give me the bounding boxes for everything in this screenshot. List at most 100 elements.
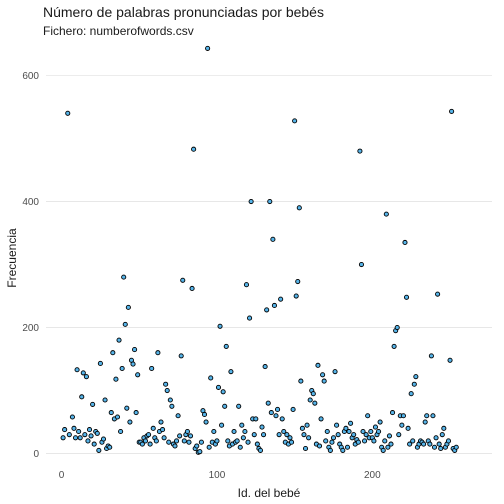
data-point — [410, 438, 416, 444]
data-point — [234, 438, 240, 444]
data-point — [290, 406, 296, 412]
data-point — [402, 239, 408, 246]
data-point — [265, 400, 271, 406]
data-point — [90, 401, 96, 407]
data-point — [385, 444, 391, 450]
data-point — [86, 427, 93, 433]
data-point — [177, 433, 183, 439]
data-point — [351, 432, 357, 438]
data-point — [186, 439, 192, 445]
data-point — [358, 261, 365, 268]
data-point — [251, 432, 257, 438]
data-point — [88, 433, 94, 439]
data-point — [163, 381, 169, 387]
data-point — [377, 419, 383, 425]
data-point — [122, 321, 128, 327]
data-point — [400, 413, 406, 419]
data-point — [332, 369, 338, 375]
data-point — [72, 435, 79, 441]
x-tick-label-200: 200 — [364, 470, 381, 481]
data-point — [315, 362, 321, 368]
y-axis-title: Frecuencia — [5, 228, 19, 288]
data-point — [355, 439, 361, 445]
data-point — [181, 438, 187, 444]
data-point — [372, 424, 378, 430]
data-point — [74, 367, 80, 373]
data-point — [334, 422, 340, 428]
data-point — [142, 438, 149, 444]
data-point — [310, 391, 316, 397]
data-point — [153, 438, 159, 444]
gridlines — [46, 75, 492, 454]
data-point — [301, 432, 307, 438]
data-point — [447, 357, 453, 363]
data-point — [85, 438, 91, 444]
data-point — [208, 375, 214, 381]
data-point — [424, 413, 430, 419]
data-point — [65, 110, 71, 116]
data-point — [391, 343, 397, 349]
data-point — [116, 337, 122, 343]
data-point — [267, 198, 273, 205]
data-point — [166, 439, 172, 445]
data-point — [169, 403, 175, 409]
data-point — [281, 428, 287, 435]
data-point — [380, 447, 386, 453]
data-point — [175, 413, 181, 419]
data-point — [323, 438, 329, 444]
data-point — [279, 416, 285, 422]
data-point — [130, 361, 136, 367]
data-point — [293, 293, 299, 299]
data-point — [80, 370, 86, 376]
data-point — [389, 410, 396, 416]
data-point — [77, 435, 83, 441]
data-point — [220, 389, 226, 395]
data-point — [254, 441, 260, 447]
x-tick-label-100: 100 — [209, 470, 226, 481]
data-point — [118, 428, 124, 435]
data-point — [225, 438, 231, 444]
data-point — [408, 391, 414, 397]
data-point — [107, 444, 113, 450]
data-point — [155, 350, 161, 356]
data-point — [421, 441, 427, 447]
data-point — [223, 343, 229, 349]
data-point — [149, 365, 155, 372]
data-point — [360, 428, 366, 435]
data-point — [69, 414, 75, 420]
data-point — [91, 441, 97, 447]
data-point — [268, 410, 274, 416]
data-point — [124, 405, 130, 411]
data-point — [405, 425, 411, 431]
data-point — [388, 441, 394, 447]
data-point — [113, 376, 119, 382]
data-point — [194, 443, 200, 449]
data-point — [125, 304, 131, 310]
data-point — [394, 324, 400, 331]
data-point — [298, 378, 304, 384]
data-point — [445, 438, 452, 444]
data-point — [320, 372, 326, 378]
data-point — [173, 438, 180, 444]
data-point — [344, 444, 351, 450]
data-point — [312, 400, 318, 406]
data-point — [403, 294, 410, 300]
data-point — [287, 435, 293, 441]
data-point — [329, 439, 335, 445]
data-point — [270, 236, 276, 242]
data-point — [97, 360, 103, 366]
data-point — [201, 411, 208, 418]
axis-ticks: 0 200 400 600 0 100 200 — [22, 71, 381, 481]
data-point — [71, 425, 77, 431]
data-point — [219, 422, 225, 428]
data-point — [135, 372, 141, 378]
data-point — [119, 365, 125, 372]
data-point — [318, 416, 324, 422]
data-point — [348, 420, 354, 426]
data-point — [261, 432, 267, 438]
data-point — [191, 146, 197, 152]
data-point — [264, 307, 270, 313]
data-point — [164, 387, 170, 394]
data-point — [100, 436, 107, 442]
